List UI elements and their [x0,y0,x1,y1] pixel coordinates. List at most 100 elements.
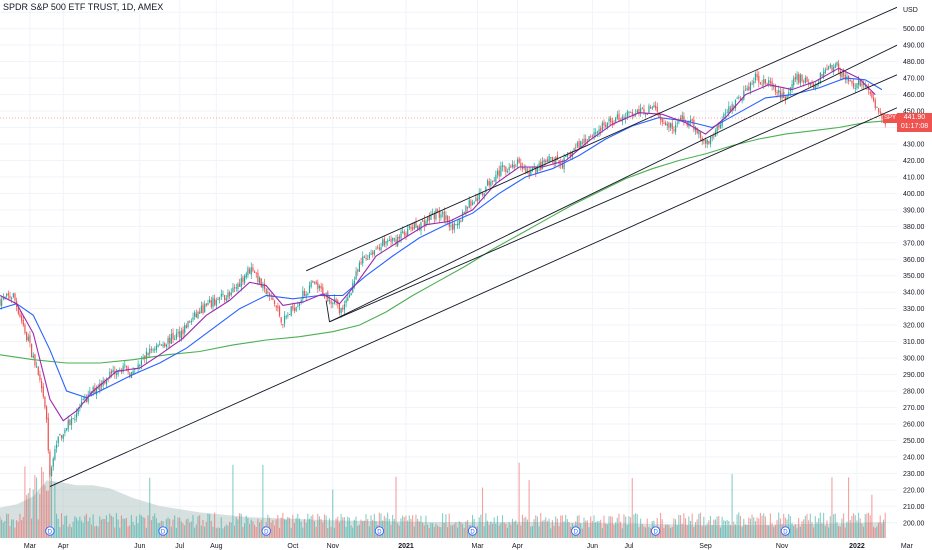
volume-bar [97,526,99,538]
volume-bar [378,512,380,538]
candle-body [395,239,397,245]
volume-bar [613,524,615,538]
candle-body [783,91,785,99]
volume-bar [283,519,286,538]
volume-bar [244,523,246,538]
volume-bar [182,523,184,538]
volume-bar [277,515,279,538]
candle-body [318,285,321,289]
volume-bar [345,526,347,538]
volume-bar [402,515,404,538]
candle-body [247,268,249,276]
volume-bar [177,517,179,538]
candle-body [849,80,851,82]
volume-bar [738,512,740,538]
volume-bar [879,515,881,538]
volume-bar [714,519,717,538]
volume-bar [149,477,151,538]
candle-body [826,68,828,71]
volume-bar [734,524,736,538]
volume-bar [273,525,276,538]
candle-body [132,370,134,374]
channel-line-outer-upper[interactable] [305,6,898,272]
volume-bar [438,526,440,538]
channel-line-mid-upper[interactable] [329,44,898,323]
volume-bar [561,515,563,538]
volume-bar [736,514,738,538]
candle-body [343,304,346,310]
candle-body [67,420,69,430]
volume-bar [49,463,51,538]
candle-body [172,332,174,340]
volume-bar [114,527,116,538]
candle-body [471,202,474,206]
candle-body [813,83,815,90]
volume-bar [568,521,570,538]
dividend-marker[interactable]: D [261,526,271,536]
dividend-marker[interactable]: D [158,526,168,536]
volume-bar [257,519,259,538]
price-axis[interactable]: 200.00 210.00 220.00 230.00 240.00 250.00 260.… [897,0,932,550]
candle-body [302,290,304,300]
volume-bar [671,526,673,538]
candle-body [490,181,492,186]
volume-bar [167,517,169,538]
candle-body [513,164,515,169]
channel-line-main-support[interactable] [49,107,898,487]
dividend-circle [374,526,385,536]
volume-bar [541,520,543,538]
channel-lines[interactable] [49,6,898,487]
candle-body [728,106,730,114]
volume-bar [877,522,880,538]
volume-bar [836,521,838,538]
channel-line-mid-lower[interactable] [329,74,898,323]
volume-bar [267,514,269,538]
volume-bar [806,513,808,538]
dividend-marker[interactable]: D [780,526,791,536]
candle-body [548,155,550,163]
candle-body [618,113,620,122]
dividend-marker[interactable]: D [650,526,661,536]
volume-bar [430,522,432,538]
volume-bar [79,516,81,538]
chart-title: SPDR S&P 500 ETF TRUST, 1D, AMEX [3,2,164,12]
candle-body [272,297,274,301]
volume-bar [437,525,439,538]
candle-body [232,287,234,292]
candle-body [182,329,184,335]
volume-bar [403,517,405,538]
bar-countdown: 01:17:08 [900,123,929,130]
dividend-marker[interactable]: D [467,526,478,536]
time-axis[interactable]: Mar Apr Jun Jul Aug Oct Nov 2021 Mar Apr Jun Jul Sep… [0,541,914,550]
candle-body [879,111,881,114]
volume-bar [355,516,357,538]
volume-bar [563,521,565,538]
candle-body [1,299,3,306]
dividend-marker[interactable]: D [571,526,581,536]
candle-body [157,345,159,347]
volume-bar [776,520,778,538]
candle-body [560,163,562,165]
candle-body [355,271,357,280]
candle-body [693,119,695,130]
candle-body [640,108,642,114]
candle-body [332,303,334,305]
volume-bar [779,518,781,538]
price-tick-label: 260.00 [903,421,925,428]
dividend-marker[interactable]: D [374,526,385,536]
candle-body [189,321,191,323]
candle-body [347,297,349,301]
volume-bar [606,524,608,538]
price-tick-label: 380.00 [903,224,925,231]
volume-bar [352,527,354,538]
candle-body [292,305,294,310]
candle-body [184,325,186,333]
candle-body [753,81,755,84]
volume-bar [585,520,587,538]
dividend-marker[interactable]: D [45,526,55,536]
volume-bar [110,515,112,538]
channel-line-connector[interactable] [325,300,330,322]
candle-body [681,114,683,120]
